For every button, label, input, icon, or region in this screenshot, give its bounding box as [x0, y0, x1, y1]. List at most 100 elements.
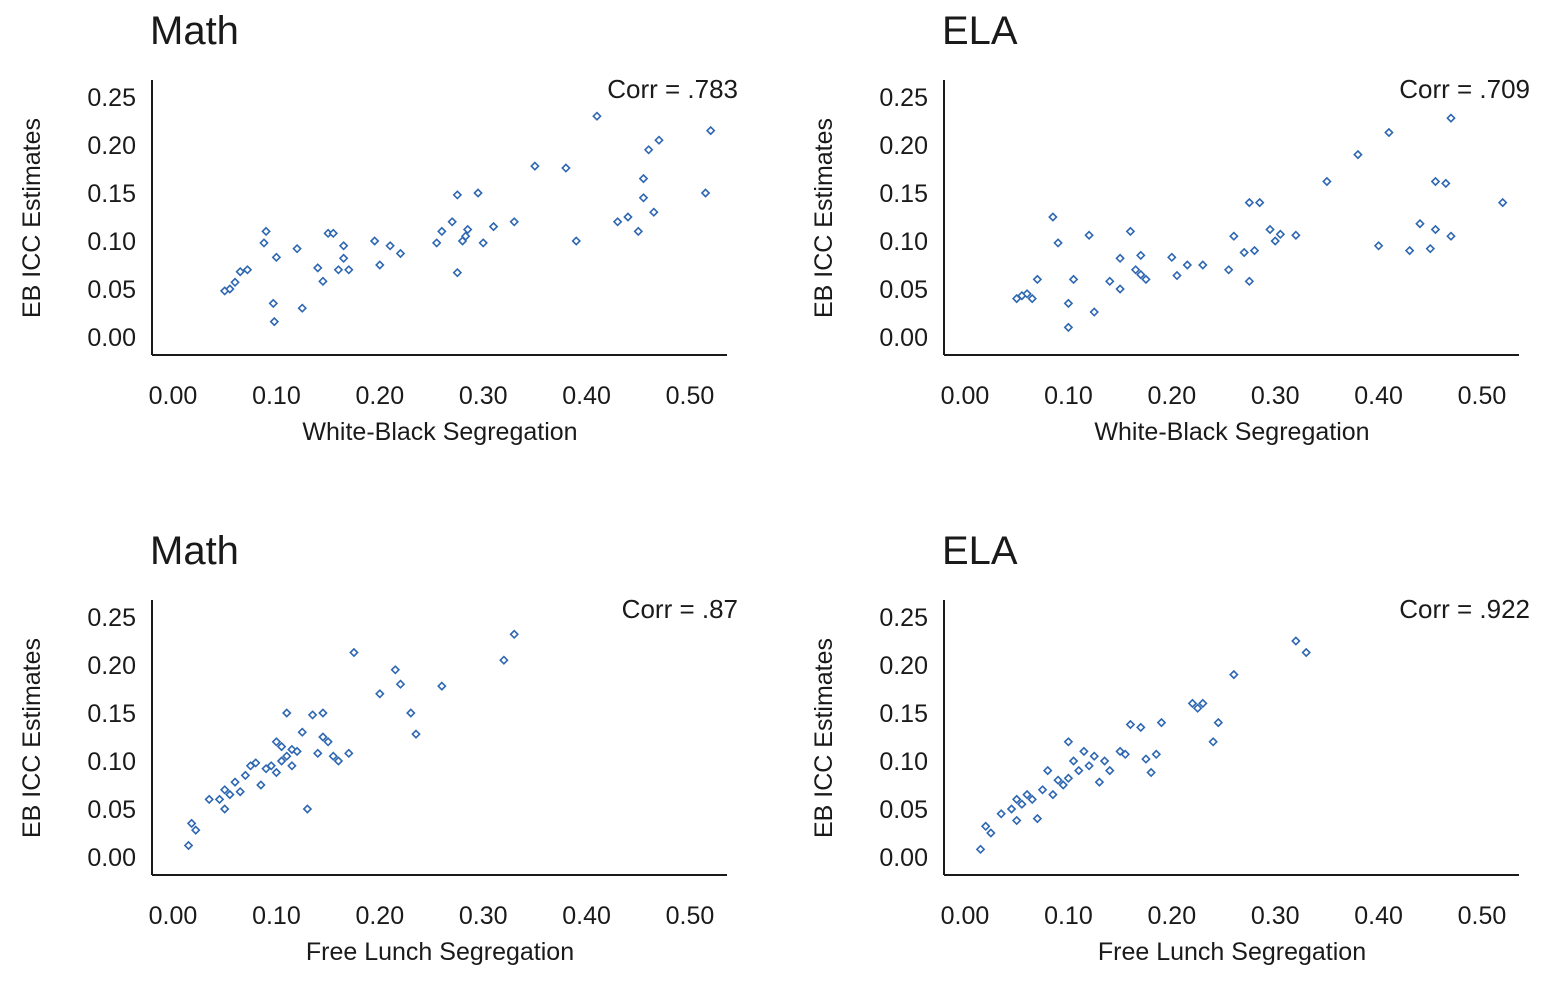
scatter-point [369, 236, 380, 246]
scatter-point [186, 818, 197, 829]
y-tick-label: 0.10 [879, 748, 928, 776]
scatter-point [1275, 229, 1286, 240]
scatter-point [318, 708, 328, 718]
x-tick-label: 0.00 [941, 382, 990, 410]
scatter-point [287, 761, 297, 771]
scatter-point [633, 226, 644, 237]
scatter-point [488, 221, 499, 232]
scatter-point [1089, 307, 1099, 317]
scatter-point [313, 263, 323, 273]
chart-title: ELA [942, 9, 1018, 53]
scatter-point [1182, 260, 1193, 270]
scatter-point [1322, 176, 1332, 187]
scatter-point [1027, 293, 1037, 304]
scatter-point [225, 789, 235, 800]
scatter-point [271, 252, 282, 263]
scatter-point [235, 266, 245, 277]
chart-svg: Math 0.00 0.05 0.10 0.15 0.20 0.25 0.00 0.10 0.20… [18, 529, 738, 966]
scatter-point [269, 316, 280, 327]
x-tick-label: 0.50 [666, 902, 715, 930]
scatter-point [1011, 815, 1022, 826]
scatter-point [1037, 785, 1048, 795]
scatter-point [1074, 765, 1084, 776]
y-tick-label: 0.00 [879, 324, 928, 352]
scatter-point [1301, 647, 1311, 658]
y-tick-label: 0.00 [87, 324, 136, 352]
chart-title: Math [150, 9, 239, 53]
scatter-panel-math-white-black: Math 0.00 0.05 0.10 0.15 0.20 0.25 0.00 0.10 0.20… [0, 0, 770, 485]
scatter-point [271, 767, 282, 778]
scatter-point [1120, 749, 1131, 760]
scatter-points [975, 636, 1311, 855]
scatter-point [204, 794, 214, 805]
scatter-point [612, 217, 623, 227]
x-tick-label: 0.30 [1251, 382, 1300, 410]
scatter-point [1042, 765, 1053, 776]
scatter-point [1125, 226, 1136, 237]
scatter-point [1068, 274, 1079, 285]
y-axis-label: EB ICC Estimates [18, 118, 46, 318]
y-tick-label: 0.25 [879, 84, 928, 112]
scatter-point [333, 265, 344, 275]
y-tick-label: 0.05 [87, 796, 136, 824]
scatter-point [375, 689, 385, 699]
scatter-point [318, 732, 328, 742]
scatter-point [1229, 231, 1239, 241]
scatter-point [1497, 197, 1508, 208]
scatter-point [975, 844, 986, 855]
chart-title: ELA [942, 529, 1018, 573]
scatter-point [1115, 284, 1125, 294]
scatter-point [1115, 253, 1125, 264]
x-tick-label: 0.50 [1458, 902, 1507, 930]
scatter-point [1192, 703, 1203, 713]
scatter-point [705, 125, 716, 136]
scatter-point [282, 708, 292, 718]
x-tick-label: 0.20 [1147, 902, 1196, 930]
y-axis-label: EB ICC Estimates [18, 638, 46, 838]
scatter-point [509, 217, 519, 227]
chart-svg: ELA 0.00 0.05 0.10 0.15 0.20 0.25 0.00 0.10 0.20 0… [810, 529, 1530, 966]
scatter-point [1027, 794, 1037, 805]
scatter-point [980, 821, 991, 832]
scatter-point [1156, 717, 1167, 728]
scatter-point [250, 758, 261, 768]
scatter-point [437, 226, 447, 237]
scatter-point [219, 804, 230, 814]
y-tick-label: 0.20 [879, 132, 928, 160]
scatter-point [256, 780, 266, 790]
y-tick-label: 0.20 [87, 132, 136, 160]
scatter-point [561, 163, 571, 173]
chart-svg: ELA 0.00 0.05 0.10 0.15 0.20 0.25 0.00 0.10 0.20 0… [810, 9, 1530, 446]
scatter-point [1441, 178, 1451, 189]
scatter-point [338, 253, 349, 264]
scatter-point [1223, 265, 1234, 275]
scatter-point [292, 243, 302, 254]
scatter-point [571, 236, 581, 246]
scatter-point [1249, 245, 1260, 256]
scatter-point [1130, 265, 1141, 275]
scatter-point [996, 809, 1006, 819]
x-tick-label: 0.50 [1458, 382, 1507, 410]
y-axis-label: EB ICC Estimates [810, 638, 838, 838]
scatter-point [649, 207, 659, 217]
scatter-point [297, 303, 307, 313]
scatter-point [1291, 636, 1301, 646]
scatter-point [452, 190, 463, 200]
y-axis-label: EB ICC Estimates [810, 118, 838, 318]
scatter-point [1415, 218, 1425, 229]
scatter-points [1011, 113, 1508, 333]
scatter-point [395, 248, 406, 259]
scatter-point [344, 748, 354, 759]
scatter-point [297, 727, 307, 737]
y-tick-label: 0.15 [879, 180, 928, 208]
scatter-point [276, 756, 287, 766]
scatter-point [219, 785, 230, 795]
y-tick-label: 0.10 [87, 228, 136, 256]
x-tick-label: 0.10 [1044, 902, 1093, 930]
scatter-point [1032, 274, 1043, 285]
scatter-point [1105, 276, 1115, 287]
scatter-point [318, 276, 328, 287]
scatter-point [1430, 224, 1441, 235]
scatter-point [242, 265, 253, 275]
scatter-point [1229, 669, 1239, 680]
